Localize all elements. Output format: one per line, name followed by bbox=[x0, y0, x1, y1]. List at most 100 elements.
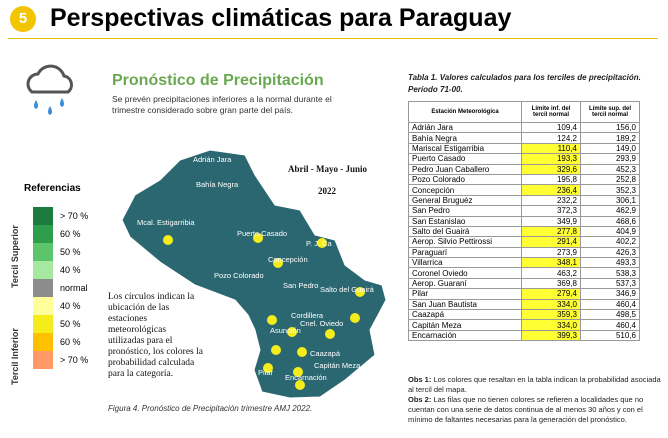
table-row: General Bruguéz 232,2 306,1 bbox=[408, 194, 640, 207]
station-cell: Aerop. Guaraní bbox=[408, 277, 522, 290]
section-number: 5 bbox=[10, 6, 36, 32]
table-row: Capitán Meza 334,0 460,4 bbox=[408, 319, 640, 331]
upper-cell: 460,4 bbox=[580, 319, 640, 331]
station-dot bbox=[287, 327, 297, 337]
legend-swatch bbox=[33, 243, 53, 261]
note-text: Las filas que no tienen colores se refie… bbox=[408, 395, 644, 424]
lower-cell: 369,8 bbox=[521, 277, 581, 290]
legend-label: 40 % bbox=[60, 265, 81, 275]
note-label: Obs 2: bbox=[408, 395, 432, 404]
upper-tercile-label: Tercil Superior bbox=[10, 225, 20, 288]
table-row: Pilar 279,4 346,9 bbox=[408, 288, 640, 300]
station-cell: Salto del Guairá bbox=[408, 225, 522, 238]
lower-cell: 232,2 bbox=[521, 194, 581, 207]
note-line: Los círculos indican la bbox=[108, 292, 195, 302]
upper-cell: 402,2 bbox=[580, 236, 640, 248]
table-row: Adrián Jara 109,4 156,0 bbox=[408, 121, 640, 134]
note: Obs 2: Las filas que no tienen colores s… bbox=[408, 395, 663, 425]
map-label: Pilar bbox=[258, 368, 274, 377]
column-header: Estación Meteorológica bbox=[408, 101, 522, 123]
station-cell: Adrián Jara bbox=[408, 121, 522, 134]
upper-cell: 538,3 bbox=[580, 267, 640, 279]
table-row: San Juan Bautista 334,0 460,4 bbox=[408, 298, 640, 311]
table-row: Aerop. Silvio Pettirossi 291,4 402,2 bbox=[408, 236, 640, 248]
station-dot bbox=[317, 238, 327, 248]
station-dot bbox=[163, 235, 173, 245]
upper-cell: 498,5 bbox=[580, 309, 640, 321]
lower-cell: 359,3 bbox=[521, 309, 581, 321]
note-line: para la categoría. bbox=[108, 369, 174, 379]
forecast-description: Se prevén precipitaciones inferiores a l… bbox=[112, 94, 332, 115]
legend-label: 40 % bbox=[60, 301, 81, 311]
legend-label: 60 % bbox=[60, 229, 81, 239]
upper-cell: 346,9 bbox=[580, 288, 640, 300]
map-note: Los círculos indican la ubicación de las e… bbox=[108, 292, 203, 380]
station-cell: Coronel Oviedo bbox=[408, 267, 522, 279]
header-rule bbox=[8, 38, 658, 39]
lower-cell: 277,8 bbox=[521, 225, 581, 238]
upper-cell: 510,6 bbox=[580, 329, 640, 342]
upper-cell: 293,9 bbox=[580, 153, 640, 165]
map-label: Cnel. Oviedo bbox=[300, 319, 343, 328]
upper-cell: 537,3 bbox=[580, 277, 640, 290]
station-cell: Mariscal Estigarribia bbox=[408, 142, 522, 155]
upper-cell: 426,3 bbox=[580, 246, 640, 259]
map-label: Asunción bbox=[270, 326, 301, 335]
table-row: Caazapá 359,3 498,5 bbox=[408, 309, 640, 321]
map-label: Caazapá bbox=[310, 349, 341, 358]
note-label: Obs 1: bbox=[408, 375, 432, 384]
upper-cell: 452,3 bbox=[580, 163, 640, 175]
station-cell: Pilar bbox=[408, 288, 522, 300]
note-line: pronóstico, los colores la bbox=[108, 347, 203, 357]
station-dot bbox=[267, 315, 277, 325]
map-label: San Pedro bbox=[283, 281, 318, 290]
upper-cell: 156,0 bbox=[580, 121, 640, 134]
lower-cell: 291,4 bbox=[521, 236, 581, 248]
map-label: Adrián Jara bbox=[193, 155, 232, 164]
legend-swatch bbox=[33, 297, 53, 315]
map-year: 2022 bbox=[318, 186, 337, 196]
note-line: estaciones bbox=[108, 314, 148, 324]
table-row: Coronel Oviedo 463,2 538,3 bbox=[408, 267, 640, 279]
station-cell: General Bruguéz bbox=[408, 194, 522, 207]
legend-label: > 70 % bbox=[60, 355, 89, 365]
map-label: Capitán Meza bbox=[314, 361, 361, 370]
lower-cell: 195,8 bbox=[521, 173, 581, 186]
station-cell: Puerto Casado bbox=[408, 153, 522, 165]
station-cell: San Estanislao bbox=[408, 215, 522, 227]
references-title: Referencias bbox=[24, 183, 81, 194]
terciles-table: Estación Meteorológica Límite inf. del te… bbox=[408, 101, 640, 342]
lower-cell: 273,9 bbox=[521, 246, 581, 259]
lower-cell: 348,1 bbox=[521, 257, 581, 269]
legend-label: > 70 % bbox=[60, 211, 89, 221]
legend-swatch bbox=[33, 315, 53, 333]
station-cell: Concepción bbox=[408, 184, 522, 196]
legend-swatch bbox=[33, 207, 53, 225]
table-row: Aerop. Guaraní 369,8 537,3 bbox=[408, 277, 640, 290]
table-row: Bahía Negra 124,2 189,2 bbox=[408, 132, 640, 144]
lower-cell: 124,2 bbox=[521, 132, 581, 144]
station-cell: San Pedro bbox=[408, 205, 522, 217]
station-cell: San Juan Bautista bbox=[408, 298, 522, 311]
table-row: San Estanislao 349,9 468,6 bbox=[408, 215, 640, 227]
lower-cell: 349,9 bbox=[521, 215, 581, 227]
map-label: P. J. Ca bbox=[306, 239, 333, 248]
header-row: Estación Meteorológica Límite inf. del te… bbox=[408, 101, 640, 123]
lower-cell: 399,3 bbox=[521, 329, 581, 342]
table-row: Salto del Guairá 277,8 404,9 bbox=[408, 225, 640, 238]
country-shape bbox=[121, 149, 387, 399]
table-row: Puerto Casado 193,3 293,9 bbox=[408, 153, 640, 165]
page-title: Perspectivas climáticas para Paraguay bbox=[50, 4, 512, 32]
table-row: Villarrica 348,1 493,3 bbox=[408, 257, 640, 269]
map-label: Concepción bbox=[268, 255, 308, 264]
legend-swatch bbox=[33, 333, 53, 351]
map-label: Mcal. Estigarribia bbox=[137, 218, 195, 227]
station-cell: Pedro Juan Caballero bbox=[408, 163, 522, 175]
upper-cell: 306,1 bbox=[580, 194, 640, 207]
note-line: ubicación de las bbox=[108, 303, 170, 313]
forecast-title: Pronóstico de Precipitación bbox=[112, 72, 324, 89]
upper-cell: 493,3 bbox=[580, 257, 640, 269]
upper-cell: 189,2 bbox=[580, 132, 640, 144]
upper-cell: 252,8 bbox=[580, 173, 640, 186]
table-title: Tabla 1. Valores calculados para los ter… bbox=[408, 73, 641, 94]
